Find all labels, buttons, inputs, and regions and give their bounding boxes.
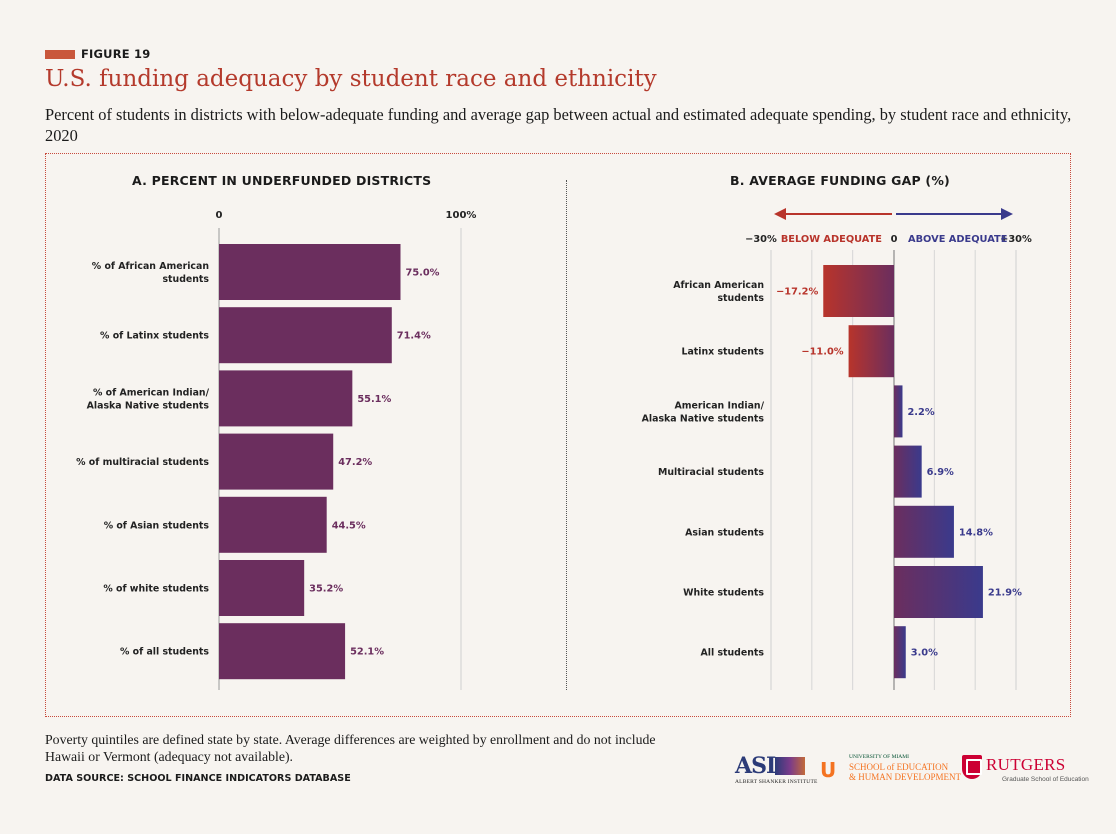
panel-a-value-label: 35.2%: [309, 584, 343, 595]
panel-a-bar: [219, 623, 346, 680]
um-logo-line1: SCHOOL of EDUCATION: [849, 762, 949, 772]
panel-b-value-label: 14.8%: [959, 527, 993, 538]
um-logo: U UNIVERSITY OF MIAMI SCHOOL of EDUCATIO…: [820, 754, 961, 788]
panel-a-value-label: 55.1%: [357, 394, 391, 405]
asi-logo-letters: ASI: [735, 753, 776, 779]
um-logo-school: SCHOOL of EDUCATION & HUMAN DEVELOPMENT: [849, 762, 961, 782]
panel-a-value-label: 44.5%: [332, 520, 366, 531]
panel-a-category-label: students: [162, 274, 209, 285]
panel-b-bar: [894, 626, 906, 679]
right-arrow-icon: [1001, 208, 1013, 220]
panel-a-category-label: % of American Indian/: [93, 387, 210, 398]
panel-a-category-label: % of multiracial students: [76, 457, 209, 468]
rutgers-logo-name: RUTGERS: [986, 755, 1066, 774]
panel-b-value-label: −17.2%: [776, 287, 818, 298]
panel-b-category-label: Multiracial students: [658, 467, 764, 478]
panel-a-value-label: 71.4%: [397, 331, 431, 342]
panel-b-category-label: African American: [673, 280, 764, 291]
panel-b-category-label: Alaska Native students: [642, 413, 765, 424]
rutgers-shield-icon: [962, 755, 982, 779]
panel-a-value-label: 47.2%: [338, 457, 372, 468]
panel-b-bar: [894, 445, 922, 498]
panel-b-bar: [848, 325, 894, 378]
panel-b-value-label: 21.9%: [988, 588, 1022, 599]
asi-logo-block: [775, 757, 805, 775]
panel-a-title: A. PERCENT IN UNDERFUNDED DISTRICTS: [132, 173, 432, 188]
rutgers-logo-sub: Graduate School of Education: [1002, 776, 1089, 783]
panel-a-chart: 0 100% 75.0% % of African American students 7…: [76, 210, 477, 690]
panel-b-value-label: 3.0%: [911, 648, 938, 659]
panel-a-value-label: 52.1%: [350, 647, 384, 658]
panel-a-category-label: % of African American: [92, 261, 209, 272]
page-title: U.S. funding adequacy by student race an…: [45, 66, 657, 92]
panel-a-category-label: % of Latinx students: [100, 331, 209, 342]
rutgers-logo: RUTGERS Graduate School of Education: [962, 755, 1089, 789]
panel-a-category-label: % of Asian students: [104, 520, 210, 531]
panel-a-tick-label: 100%: [446, 210, 477, 221]
panel-a-bar: [219, 307, 392, 364]
panel-a-bar: [219, 560, 305, 616]
panel-a-bar: [219, 433, 334, 490]
left-arrow-icon: [774, 208, 786, 220]
panel-b-tick-label: 0: [891, 234, 898, 245]
page-subtitle: Percent of students in districts with be…: [45, 105, 1072, 145]
panel-a-value-label: 75.0%: [406, 268, 440, 279]
um-logo-line2: & HUMAN DEVELOPMENT: [849, 772, 961, 782]
panel-b-value-label: 2.2%: [907, 407, 934, 418]
panel-b-tick-label: +30%: [1000, 234, 1032, 245]
footnote: Poverty quintiles are defined state by s…: [45, 732, 656, 764]
panel-a-tick-label: 0: [216, 210, 223, 221]
panel-b-bar: [894, 566, 983, 618]
figure-frame: [45, 153, 1071, 717]
asi-logo: ASI ALBERT SHANKER INSTITUTE: [735, 752, 817, 787]
panel-b-above-label: ABOVE ADEQUATE: [908, 234, 1007, 245]
panel-b-category-label: White students: [683, 588, 764, 599]
um-u-icon: U: [820, 758, 837, 782]
panel-b-title: B. AVERAGE FUNDING GAP (%): [730, 173, 950, 188]
panel-b-value-label: 6.9%: [927, 467, 954, 478]
panel-b-bar: [894, 385, 903, 438]
asi-logo-caption: ALBERT SHANKER INSTITUTE: [735, 779, 818, 785]
panel-b-value-label: −11.0%: [801, 347, 843, 358]
panel-b-tick-label: −30%: [745, 234, 777, 245]
panel-a-bar: [219, 244, 401, 300]
panel-b-category-label: Latinx students: [681, 347, 764, 358]
panel-b-bar: [894, 505, 954, 558]
panel-a-category-label: % of all students: [120, 647, 209, 658]
panel-b-category-label: All students: [701, 648, 765, 659]
panel-a-bar: [219, 496, 327, 553]
figure-label-text: FIGURE 19: [81, 47, 151, 61]
figure-label: FIGURE 19: [45, 47, 150, 61]
figure-label-swatch: [45, 49, 75, 59]
panel-b-category-label: students: [717, 293, 764, 304]
panel-divider: [566, 180, 567, 690]
panel-b-category-label: American Indian/: [674, 400, 764, 411]
panel-a-category-label: % of white students: [103, 584, 209, 595]
um-logo-university: UNIVERSITY OF MIAMI: [849, 754, 909, 760]
panel-a-category-label: Alaska Native students: [87, 400, 210, 411]
panel-b-bar: [823, 265, 894, 317]
data-source: DATA SOURCE: SCHOOL FINANCE INDICATORS D…: [45, 773, 351, 784]
panel-b-below-label: BELOW ADEQUATE: [781, 234, 882, 245]
panel-b-chart: −30% 0 +30% BELOW ADEQUATE ABOVE ADEQUATE −17…: [642, 208, 1032, 690]
panel-b-category-label: Asian students: [685, 527, 764, 538]
panel-a-bar: [219, 370, 353, 427]
